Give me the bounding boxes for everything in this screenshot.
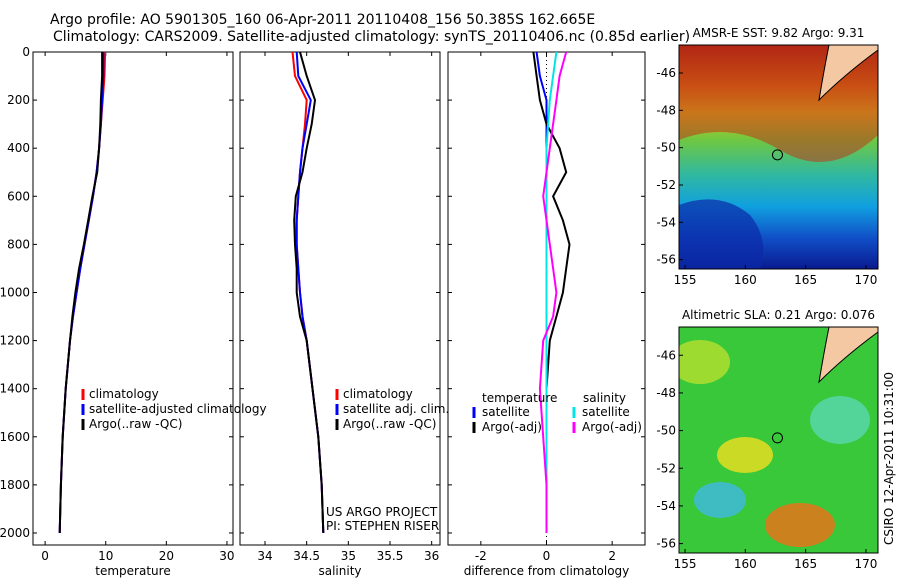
map-field (679, 327, 878, 553)
x-tick-label: -2 (475, 549, 487, 563)
plot-frame (32, 51, 234, 546)
legend-panel-3: temperaturesatelliteArgo(-adj)salinitysa… (472, 391, 642, 434)
y-tick-label: 1400 (0, 382, 30, 396)
y-tick-label: -52 (656, 461, 676, 475)
map-title: AMSR-E SST: 9.82 Argo: 9.31 (693, 26, 865, 40)
x-axis-label: difference from climatology (464, 564, 630, 578)
x-tick-label: 35 (341, 549, 356, 563)
x-tick-label: 36 (424, 549, 439, 563)
map-frame (678, 326, 879, 554)
y-tick-label: -54 (656, 215, 676, 229)
project-annotation: PI: STEPHEN RISER (326, 519, 439, 533)
legend-entry: satellite adj. clim. (343, 402, 449, 416)
x-axis-label: temperature (95, 564, 170, 578)
land-mass (818, 327, 878, 384)
sla-low-anomaly (694, 482, 746, 518)
sla-high-anomaly (717, 437, 773, 473)
y-tick-label: -50 (656, 141, 676, 155)
sst-map-panel: AMSR-E SST: 9.82 Argo: 9.31 155 160 165 170 -… (656, 26, 879, 287)
y-tick-label: -46 (656, 348, 676, 362)
y-tick-label: -52 (656, 178, 676, 192)
legend-heading: salinity (583, 391, 626, 405)
x-tick-label: 35.5 (377, 549, 404, 563)
x-tick-label: 155 (674, 273, 697, 287)
x-tick-label: 0 (41, 549, 49, 563)
x-tick-label: 170 (854, 557, 877, 571)
sst-cold-water (679, 199, 764, 269)
y-tick-label: 400 (7, 141, 30, 155)
profile-panel-2: 34 34.5 35 35.5 36 salinity (239, 51, 441, 578)
series-line (58, 51, 107, 534)
x-tick-label: 165 (794, 273, 817, 287)
figure-title: Argo profile: AO 5901305_160 06-Apr-2011… (50, 12, 690, 46)
y-tick-label: -48 (656, 386, 676, 400)
y-tick-label: -54 (656, 499, 676, 513)
x-tick-label: 30 (219, 549, 234, 563)
x-tick-label: 0 (543, 549, 551, 563)
y-tick-label: 1200 (0, 334, 30, 348)
map-title: Altimetric SLA: 0.21 Argo: 0.076 (682, 308, 875, 322)
series-line (58, 52, 105, 534)
sla-high-anomaly (765, 503, 835, 547)
x-tick-label: 165 (794, 557, 817, 571)
legend-entry: satellite (482, 405, 530, 419)
x-tick-label: 34 (257, 549, 272, 563)
legend-entry: climatology (343, 387, 413, 401)
series-line (293, 51, 325, 534)
y-tick-label: 800 (7, 237, 30, 251)
sla-map-panel: Altimetric SLA: 0.21 Argo: 0.076 155 160 16… (656, 308, 879, 571)
y-tick-label: 2000 (0, 526, 30, 540)
project-annotation: US ARGO PROJECT (326, 505, 438, 519)
float-position-marker (771, 149, 783, 161)
profile-panel-1: 0 10 20 30 temperature 0 200 400 600 800 1000 1200 1… (0, 45, 235, 578)
x-tick-label: 160 (734, 273, 757, 287)
y-tick-label: -48 (656, 103, 676, 117)
series-line (58, 52, 104, 534)
legend-entry: climatology (89, 387, 159, 401)
x-tick-label: 2 (608, 549, 616, 563)
legend-entry: Argo(-adj) (482, 420, 542, 434)
y-tick-label: -56 (656, 253, 676, 267)
float-position-marker (771, 432, 783, 444)
x-tick-label: 155 (674, 557, 697, 571)
y-tick-label: 600 (7, 189, 30, 203)
map-field (679, 45, 878, 269)
x-tick-label: 170 (854, 273, 877, 287)
sla-high-anomaly (679, 340, 730, 384)
series-line (538, 51, 568, 533)
series-line (532, 51, 571, 533)
x-tick-label: 160 (734, 557, 757, 571)
legend-entry: satellite (582, 405, 630, 419)
y-tick-label: 1800 (0, 478, 30, 492)
y-tick-label: -56 (656, 537, 676, 551)
x-axis-label: salinity (318, 564, 361, 578)
title-line-2: Climatology: CARS2009. Satellite-adjuste… (53, 29, 691, 45)
y-tick-label: -46 (656, 66, 676, 80)
y-tick-label: 1000 (0, 285, 30, 299)
map-frame (678, 44, 879, 270)
x-tick-label: 34.5 (293, 549, 320, 563)
y-tick-label: 200 (7, 93, 30, 107)
sla-low-anomaly (810, 396, 870, 444)
series-line (545, 51, 558, 533)
legend-entry: Argo(..raw -QC) (343, 417, 436, 431)
legend-entry: Argo(..raw -QC) (89, 417, 182, 431)
x-tick-label: 20 (159, 549, 174, 563)
y-tick-label: -50 (656, 424, 676, 438)
y-tick-label: 0 (22, 45, 30, 59)
x-tick-label: 10 (98, 549, 113, 563)
legend-entry: satellite-adjusted climatology (89, 402, 267, 416)
title-line-1: Argo profile: AO 5901305_160 06-Apr-2011… (50, 12, 596, 28)
credit-timestamp: CSIRO 12-Apr-2011 10:31:00 (882, 372, 896, 545)
legend-heading: temperature (482, 391, 557, 405)
legend-entry: Argo(-adj) (582, 420, 642, 434)
y-tick-label: 1600 (0, 430, 30, 444)
plot-frame (239, 51, 441, 546)
land-mass (818, 45, 878, 102)
